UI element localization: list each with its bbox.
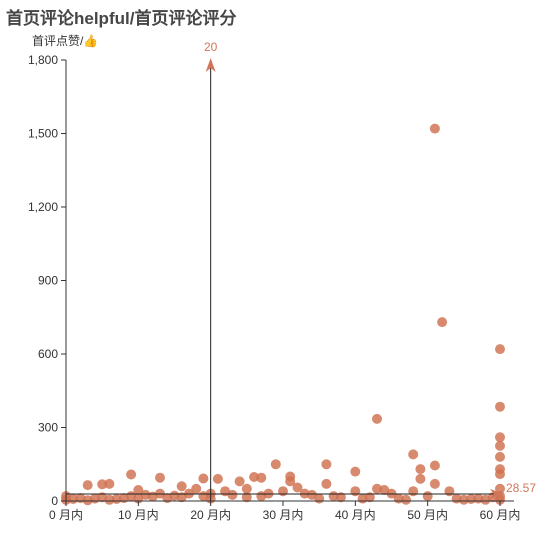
y-tick-label: 1,200 — [28, 200, 58, 214]
scatter-point — [458, 494, 469, 505]
y-tick-label: 300 — [38, 421, 58, 435]
scatter-point — [234, 476, 245, 487]
scatter-point — [321, 478, 332, 489]
scatter-point — [495, 432, 505, 443]
y-axis-name-text: 首评点赞/ — [32, 34, 84, 48]
axes-layer: 0 300 600 900 1,200 1,500 1,800 0 月内 10 月内 20 月内 3… — [28, 53, 520, 522]
x-tick-label: 0 月内 — [49, 508, 83, 522]
x-tick-label: 20 月内 — [190, 508, 231, 522]
thumbs-up-icon: 👍 — [83, 34, 99, 48]
scatter-point — [133, 485, 144, 495]
scatter-point — [321, 459, 332, 470]
scatter-point — [408, 486, 419, 497]
x-tick-label: 50 月内 — [407, 508, 448, 522]
scatter-point — [415, 473, 426, 484]
scatter-point — [495, 440, 505, 451]
chart-title: 首页评论helpful/首页评论评分 — [6, 9, 237, 28]
scatter-point — [227, 489, 238, 500]
x-tick-label: 10 月内 — [118, 508, 159, 522]
x-tick-label: 30 月内 — [263, 508, 304, 522]
scatter-point — [401, 494, 411, 505]
scatter-point — [97, 479, 108, 490]
scatter-point — [422, 491, 433, 502]
scatter-point — [104, 478, 115, 489]
mark-line-x-arrow — [205, 58, 216, 72]
y-axis-name: 首评点赞/👍 — [32, 32, 98, 49]
scatter-point — [198, 473, 209, 484]
scatter-point — [212, 473, 223, 484]
scatter-point — [495, 344, 505, 355]
scatter-point — [270, 459, 281, 470]
scatter-point — [82, 480, 93, 491]
mark-line-y-label: 28.57 — [506, 481, 536, 495]
x-tick-label: 40 月内 — [335, 508, 376, 522]
y-tick-label: 600 — [38, 347, 58, 361]
scatter-point — [350, 486, 361, 497]
scatter-point — [415, 464, 426, 475]
y-tick-label: 0 — [51, 494, 58, 508]
points-layer — [61, 123, 505, 506]
mark-line-y-arrow — [490, 489, 504, 500]
scatter-point — [364, 492, 375, 503]
y-tick-label: 1,800 — [28, 53, 58, 67]
scatter-point — [372, 413, 382, 424]
scatter-point — [408, 449, 419, 460]
mark-lines-layer: 20 28.57 — [66, 40, 536, 501]
scatter-point — [429, 460, 440, 471]
scatter-point — [437, 317, 448, 328]
scatter-point — [285, 476, 296, 487]
scatter-point — [155, 472, 165, 483]
scatter-point — [191, 483, 202, 494]
scatter-point — [292, 482, 303, 493]
scatter-point — [429, 123, 440, 134]
scatter-point — [495, 401, 505, 412]
scatter-point — [256, 472, 267, 483]
scatter-point — [241, 483, 252, 494]
scatter-point — [495, 451, 505, 462]
scatter-point — [126, 469, 137, 480]
x-tick-label: 60 月内 — [480, 508, 521, 522]
scatter-point — [278, 486, 288, 497]
scatter-point — [429, 478, 440, 489]
scatter-point — [495, 469, 505, 480]
scatter-point — [350, 466, 361, 477]
scatter-point — [314, 493, 325, 504]
y-tick-label: 1,500 — [28, 127, 58, 141]
scatter-point — [495, 483, 505, 494]
scatter-point — [335, 492, 346, 503]
scatter-point — [176, 481, 187, 492]
scatter-point — [495, 494, 505, 505]
scatter-point — [241, 492, 252, 503]
mark-line-x-label: 20 — [204, 40, 218, 54]
scatter-point — [444, 486, 455, 497]
scatter-point — [249, 472, 260, 482]
y-tick-label: 900 — [38, 274, 58, 288]
